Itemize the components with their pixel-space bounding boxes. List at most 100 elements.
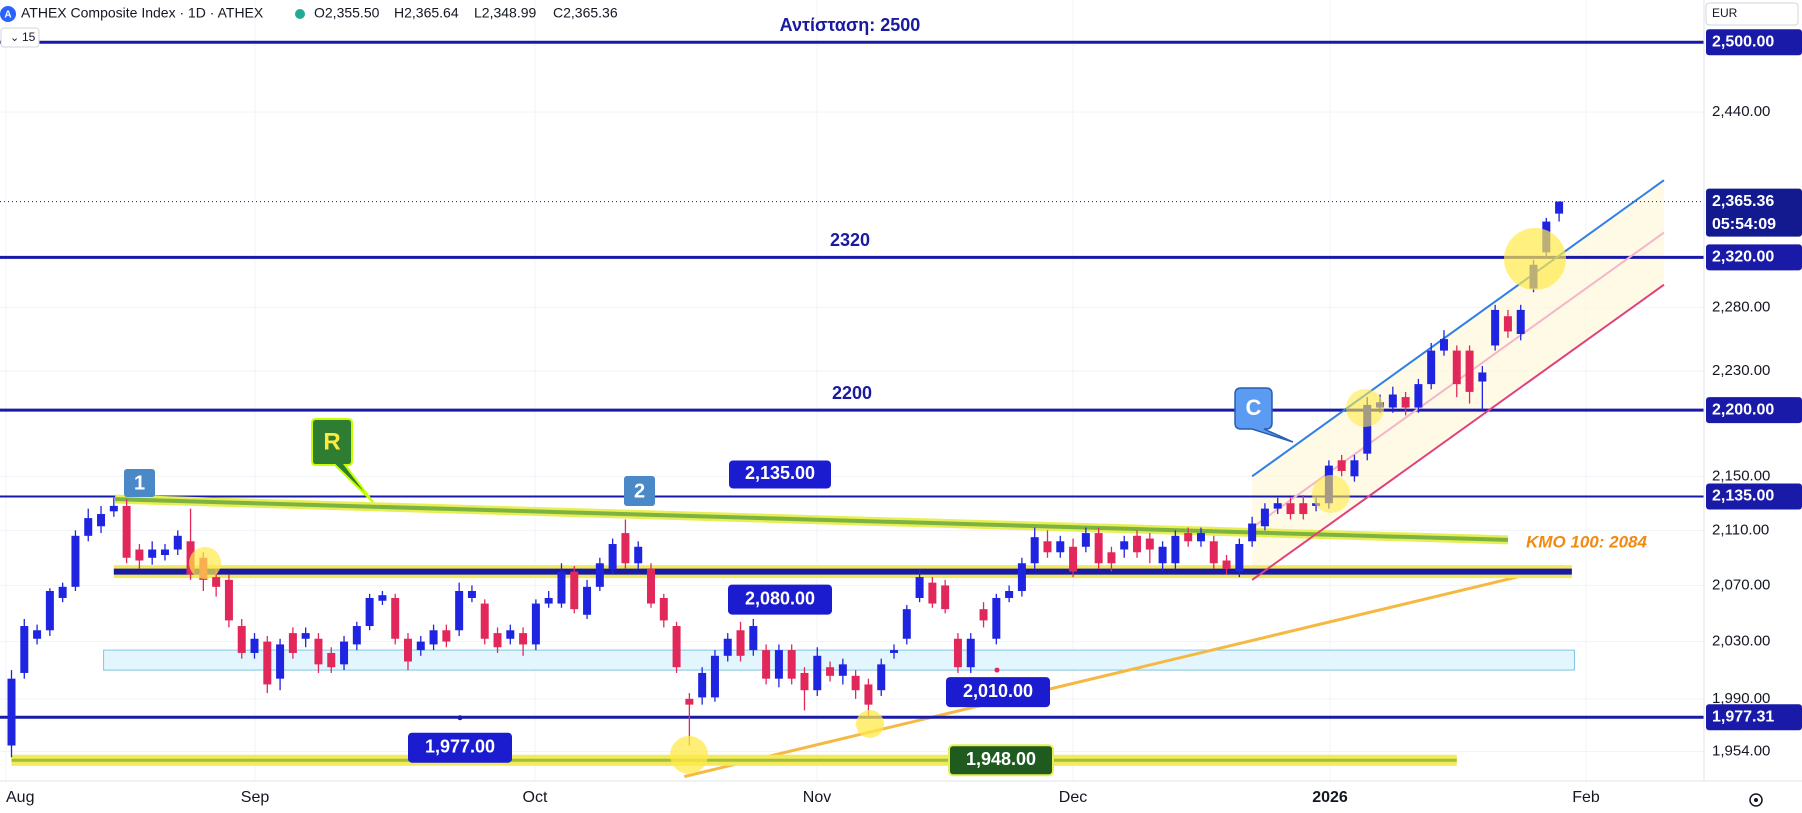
annotation-label: 2,010.00: [963, 681, 1033, 701]
candle-body: [647, 568, 655, 604]
callout: 1: [134, 472, 145, 494]
candle-body: [1196, 533, 1205, 542]
candle-body: [1005, 590, 1014, 598]
settings-icon[interactable]: [1749, 793, 1763, 807]
candle-body: [97, 514, 106, 527]
highlight: [670, 736, 708, 774]
candle-body: [877, 664, 886, 691]
candle-body: [45, 590, 54, 631]
candle-body: [314, 638, 323, 665]
callout-box: [1234, 387, 1294, 443]
candle-body: [1235, 544, 1244, 572]
candle-body: [1120, 541, 1129, 550]
candle-body: [506, 630, 515, 639]
candle-body: [250, 638, 259, 653]
candle-body: [263, 641, 272, 685]
badge-chevron: ⌄: [10, 32, 19, 44]
annotation-box: [408, 732, 512, 763]
highlight: [1346, 389, 1384, 427]
symbol-icon: [0, 6, 16, 22]
candle-body: [1094, 533, 1103, 564]
axis-background: [1704, 0, 1802, 781]
x-tick-label: Nov: [803, 789, 831, 806]
candle-body: [787, 650, 796, 679]
moving-average: [683, 564, 1564, 778]
callout-box: [624, 476, 655, 506]
candle-body: [1388, 394, 1397, 408]
time-axis: Aug Sep Oct Nov Dec 2026 Feb: [0, 780, 1802, 807]
candle-body: [826, 667, 835, 676]
interval-badge: [0, 27, 40, 48]
currency-badge: [1705, 2, 1799, 26]
band-label: 1,948.00: [966, 749, 1036, 769]
axis-level-box: [1706, 29, 1802, 56]
candle-body: [340, 641, 349, 665]
candle-body: [928, 582, 937, 604]
candle-body: [1427, 350, 1436, 385]
last-price-box: [1706, 188, 1802, 237]
candle-body: [890, 650, 899, 653]
candle-body: [1363, 404, 1372, 454]
axis-level-label: 1,977.31: [1712, 708, 1774, 725]
candle-layer: [7, 201, 1564, 758]
candle-body: [1017, 563, 1026, 591]
candle-body: [1145, 538, 1154, 550]
candle-body: [1107, 552, 1116, 564]
ohlc-value: C2,365.36: [553, 5, 618, 21]
candle-body: [800, 672, 809, 691]
candle-body: [276, 644, 285, 679]
candle-body: [813, 655, 822, 691]
x-tick-label: Sep: [241, 789, 270, 806]
callout: R: [323, 428, 340, 455]
candle-body: [672, 626, 681, 668]
trendline: [1251, 283, 1665, 581]
annotation-label: 1,977.00: [425, 736, 495, 756]
candle-body: [1184, 533, 1193, 542]
candle-body: [902, 609, 911, 639]
y-tick-label: 2,440.00: [1712, 103, 1770, 120]
candle-body: [237, 626, 246, 653]
candle-body: [493, 633, 502, 648]
candle-body: [327, 652, 336, 668]
candle-body: [1414, 384, 1423, 408]
candle-body: [1260, 508, 1269, 527]
candle-body: [33, 630, 42, 639]
y-tick-label: 1,954.00: [1712, 742, 1770, 759]
x-tick-label: 2026: [1312, 789, 1348, 806]
candle-body: [634, 546, 643, 564]
y-tick-label: 2,030.00: [1712, 633, 1770, 650]
candle-body: [288, 633, 297, 653]
ohlc-value: L2,348.99: [474, 5, 536, 21]
annotation-box: [946, 677, 1050, 708]
level-label-box: [729, 460, 831, 489]
y-tick-label: 2,230.00: [1712, 362, 1770, 379]
trendline: [1251, 179, 1665, 478]
candle-body: [1248, 523, 1257, 542]
ohlc-value: O2,355.50: [314, 5, 380, 21]
candle-body: [1516, 309, 1525, 334]
candle-body: [84, 518, 93, 536]
candle-body: [698, 672, 707, 698]
candle-body: [595, 563, 604, 587]
candle-body: [583, 586, 592, 615]
y-tick-label: 1,990.00: [1712, 690, 1770, 707]
level-label: 2200: [832, 383, 872, 403]
candle-body: [1555, 201, 1564, 214]
ohlc-legend: O2,355.50 H2,365.64 L2,348.99 C2,365.36: [314, 5, 618, 21]
level-label: 2320: [830, 230, 870, 250]
candle-body: [224, 579, 233, 621]
ohlc-value: H2,365.64: [394, 5, 459, 21]
callout: 2: [634, 480, 645, 502]
candle-body: [966, 638, 975, 668]
candle-body: [979, 609, 988, 621]
candle-body: [544, 597, 553, 604]
interval-badge-text: 15: [22, 30, 36, 44]
candle-body: [442, 630, 451, 642]
candle-body: [570, 571, 579, 610]
candle-body: [135, 549, 144, 561]
callout-box: [124, 469, 155, 497]
candle-body: [1452, 350, 1461, 385]
axis-level-label: 2,135.00: [1712, 488, 1774, 505]
candle-body: [519, 633, 528, 645]
